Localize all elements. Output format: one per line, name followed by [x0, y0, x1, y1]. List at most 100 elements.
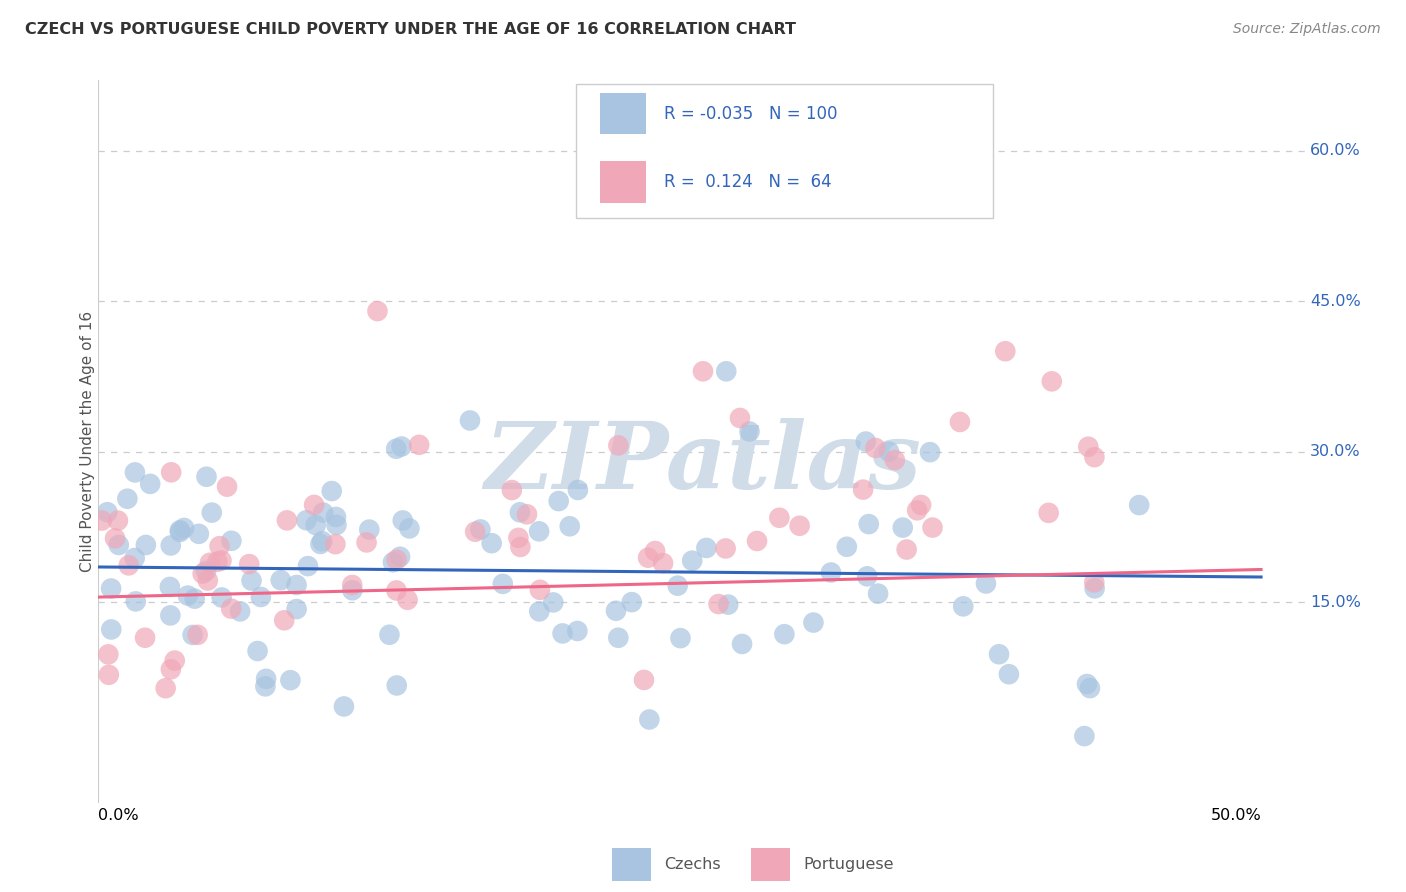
- Point: [134, 631, 156, 645]
- Point: [910, 498, 932, 512]
- Point: [155, 681, 177, 696]
- Point: [173, 521, 195, 535]
- FancyBboxPatch shape: [576, 84, 993, 218]
- Point: [276, 513, 298, 527]
- Point: [858, 517, 880, 532]
- Text: CZECH VS PORTUGUESE CHILD POVERTY UNDER THE AGE OF 16 CORRELATION CHART: CZECH VS PORTUGUESE CHILD POVERTY UNDER …: [25, 22, 796, 37]
- Point: [177, 589, 200, 603]
- Point: [605, 604, 627, 618]
- Point: [607, 438, 630, 452]
- Point: [408, 438, 430, 452]
- Point: [567, 483, 589, 497]
- Point: [125, 594, 148, 608]
- Point: [159, 539, 181, 553]
- Point: [865, 441, 887, 455]
- Point: [208, 539, 231, 553]
- Point: [620, 595, 643, 609]
- Point: [356, 535, 378, 549]
- Point: [159, 608, 181, 623]
- Point: [728, 411, 751, 425]
- Point: [681, 554, 703, 568]
- Point: [240, 574, 263, 588]
- Point: [567, 624, 589, 638]
- Point: [254, 679, 277, 693]
- Point: [250, 590, 273, 604]
- Point: [381, 555, 404, 569]
- Point: [855, 434, 877, 449]
- Point: [312, 506, 335, 520]
- Point: [551, 626, 574, 640]
- Point: [714, 541, 737, 556]
- Point: [716, 364, 738, 378]
- Point: [508, 531, 530, 545]
- Point: [342, 578, 364, 592]
- Text: R =  0.124   N =  64: R = 0.124 N = 64: [664, 173, 832, 191]
- Point: [835, 540, 858, 554]
- Text: 15.0%: 15.0%: [1310, 595, 1361, 609]
- Point: [117, 491, 139, 506]
- Point: [607, 631, 630, 645]
- Point: [285, 602, 308, 616]
- Point: [637, 550, 659, 565]
- Point: [254, 672, 277, 686]
- Point: [187, 526, 209, 541]
- Point: [768, 510, 790, 524]
- Point: [270, 573, 292, 587]
- Point: [988, 647, 1011, 661]
- Point: [135, 538, 157, 552]
- Point: [644, 544, 666, 558]
- Point: [378, 628, 401, 642]
- Point: [309, 537, 332, 551]
- Point: [773, 627, 796, 641]
- Point: [385, 678, 408, 692]
- Point: [492, 577, 515, 591]
- Point: [509, 540, 531, 554]
- Point: [789, 518, 811, 533]
- Point: [905, 503, 928, 517]
- Point: [1073, 729, 1095, 743]
- Point: [197, 574, 219, 588]
- Point: [391, 440, 413, 454]
- Point: [918, 445, 941, 459]
- Point: [820, 566, 842, 580]
- Point: [543, 595, 565, 609]
- Point: [1128, 498, 1150, 512]
- Point: [100, 623, 122, 637]
- Point: [238, 557, 260, 571]
- Point: [558, 519, 581, 533]
- Point: [952, 599, 974, 614]
- Point: [211, 553, 233, 567]
- Text: Source: ZipAtlas.com: Source: ZipAtlas.com: [1233, 22, 1381, 37]
- Point: [169, 524, 191, 538]
- Point: [396, 592, 419, 607]
- Point: [107, 538, 129, 552]
- Point: [652, 556, 675, 570]
- Point: [695, 541, 717, 555]
- Point: [163, 654, 186, 668]
- Point: [856, 569, 879, 583]
- Point: [297, 559, 319, 574]
- Point: [529, 604, 551, 618]
- Point: [974, 576, 997, 591]
- Point: [669, 631, 692, 645]
- FancyBboxPatch shape: [751, 848, 790, 880]
- Point: [302, 498, 325, 512]
- Point: [717, 598, 740, 612]
- Point: [633, 673, 655, 687]
- Point: [509, 505, 531, 519]
- Point: [470, 523, 492, 537]
- Point: [160, 465, 183, 479]
- Point: [707, 597, 730, 611]
- Point: [333, 699, 356, 714]
- Point: [325, 510, 347, 524]
- Point: [107, 514, 129, 528]
- Point: [1040, 375, 1063, 389]
- Point: [398, 521, 420, 535]
- Point: [883, 453, 905, 467]
- Text: 30.0%: 30.0%: [1310, 444, 1361, 459]
- Text: 45.0%: 45.0%: [1310, 293, 1361, 309]
- Text: R = -0.035   N = 100: R = -0.035 N = 100: [664, 104, 838, 122]
- Point: [666, 579, 689, 593]
- Point: [464, 524, 486, 539]
- Point: [160, 662, 183, 676]
